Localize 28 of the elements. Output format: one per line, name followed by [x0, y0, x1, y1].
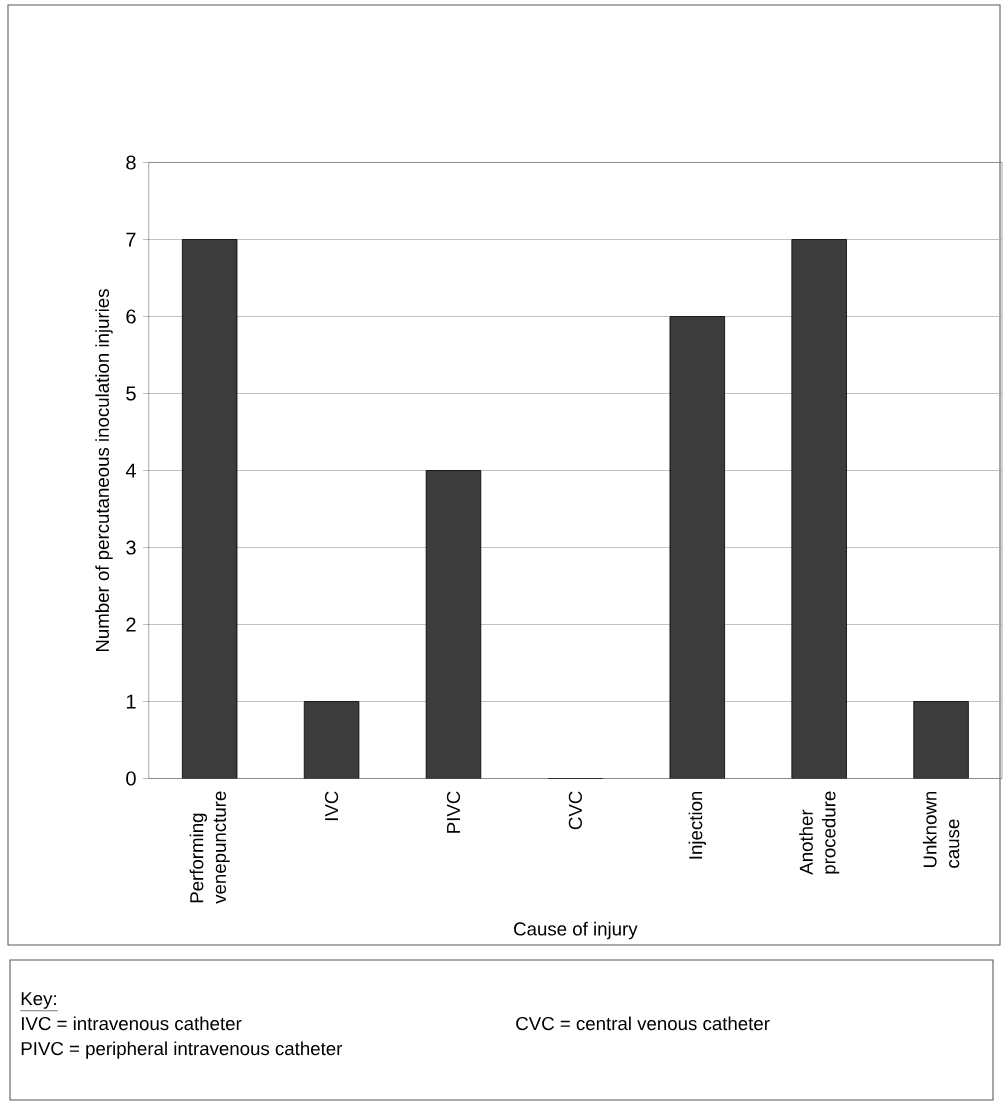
x-tick-label: Unknown cause: [922, 791, 960, 868]
x-tick-label: IVC: [324, 791, 339, 821]
y-tick-label: 7: [126, 232, 136, 247]
y-tick-label: 8: [126, 155, 136, 170]
y-tick-label: 6: [126, 309, 136, 324]
text: IVC = intravenous catheter: [21, 1016, 242, 1031]
x-tick-label: Another procedure: [799, 791, 840, 875]
x-axis-title: Cause of injury: [514, 921, 638, 940]
y-axis-title: Number of percutaneous inoculation injuries: [95, 289, 113, 652]
y-tick-label: 3: [126, 540, 136, 555]
bar: [425, 470, 482, 779]
text: CVC = central venous catheter: [516, 1016, 770, 1031]
x-tick-label: CVC: [568, 791, 582, 830]
bar: [669, 316, 726, 779]
bar: [913, 701, 969, 779]
text: PIVC = peripheral intravenous catheter: [21, 1041, 343, 1059]
text: Key:: [21, 992, 56, 1009]
y-tick-label: 2: [126, 617, 136, 632]
x-tick-label: PIVC: [446, 791, 461, 833]
y-tick-label: 4: [125, 463, 136, 478]
x-tick-label: Injection: [688, 791, 706, 859]
bar: [181, 239, 238, 779]
bar: [303, 701, 360, 779]
y-tick-label: 0: [126, 771, 136, 786]
y-tick-label: 5: [126, 386, 136, 401]
x-tick-label: Performing venepuncture: [189, 791, 230, 904]
y-tick-label: 1: [126, 694, 136, 709]
bar: [791, 239, 847, 779]
